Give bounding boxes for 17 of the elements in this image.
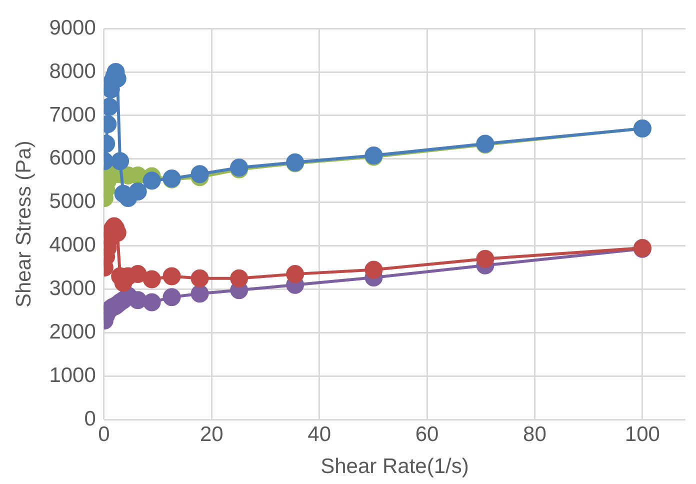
y-tick-label: 8000 xyxy=(49,60,96,83)
x-tick-label: 80 xyxy=(523,422,546,446)
y-tick-label: 7000 xyxy=(49,103,96,126)
y-tick-label: 4000 xyxy=(49,234,96,257)
x-tick-label: 20 xyxy=(200,422,224,446)
y-tick-label: 5000 xyxy=(49,190,96,214)
y-tick-label: 6000 xyxy=(49,146,96,170)
y-tick-label: 9000 xyxy=(49,16,96,40)
y-tick-label: 0 xyxy=(84,407,96,430)
y-axis-title: Shear Stress (Pa) xyxy=(12,140,36,308)
x-tick-label: 100 xyxy=(624,422,660,446)
y-tick-label: 3000 xyxy=(49,277,96,300)
x-axis-title: Shear Rate(1/s) xyxy=(320,455,469,478)
y-tick-label: 2000 xyxy=(49,320,96,344)
x-tick-label: 60 xyxy=(415,422,439,446)
x-tick-label: 40 xyxy=(308,422,331,446)
y-tick-label: 1000 xyxy=(49,364,96,387)
